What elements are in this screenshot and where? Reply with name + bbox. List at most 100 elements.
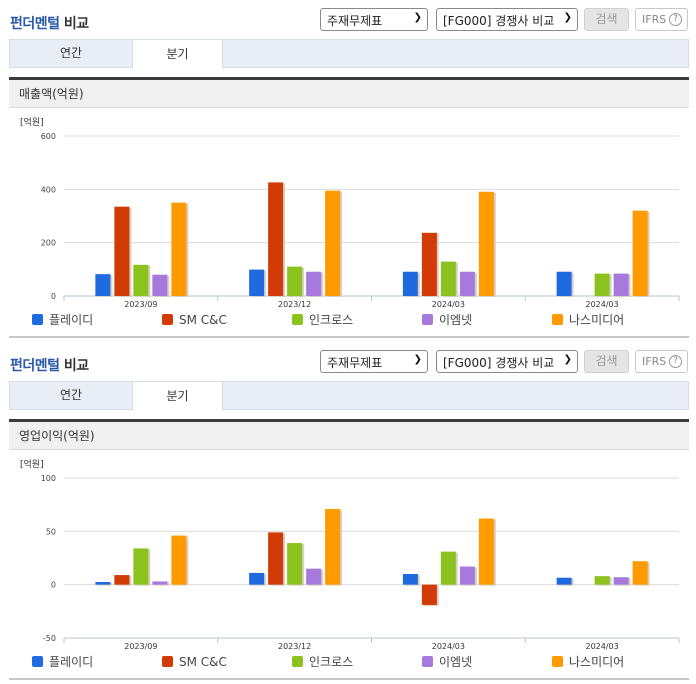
x-tick-label: 2023/09 — [124, 642, 157, 650]
bar[interactable] — [287, 543, 303, 585]
legend-item[interactable]: 인크로스 — [292, 312, 353, 328]
x-tick-label: 2023/12 — [278, 300, 311, 308]
legend-swatch-icon — [32, 314, 43, 325]
x-tick-label: 2024/03 — [586, 300, 619, 308]
fundamental-compare-section-operating-profit: 펀더멘털 비교 주재무제표 ❯ [FG000] 경쟁사 비교 ❯ 검색 IFRS? … — [0, 342, 696, 684]
bar[interactable] — [632, 561, 648, 585]
legend-item[interactable]: 나스미디어 — [552, 654, 624, 670]
bar[interactable] — [152, 274, 168, 296]
legend-swatch-icon — [552, 314, 563, 325]
legend-swatch-icon — [32, 656, 43, 667]
compare-group-select[interactable]: [FG000] 경쟁사 비교 ❯ — [436, 350, 578, 373]
legend-item[interactable]: 이엠넷 — [422, 312, 472, 328]
legend-label: 플레이디 — [49, 655, 94, 669]
section-title: 펀더멘털 비교 — [10, 16, 89, 32]
bar[interactable] — [632, 210, 648, 296]
bar[interactable] — [306, 568, 322, 585]
compare-group-select[interactable]: [FG000] 경쟁사 비교 ❯ — [436, 8, 578, 31]
divider — [9, 336, 689, 338]
bar[interactable] — [287, 266, 303, 296]
bar[interactable] — [306, 271, 322, 296]
legend-item[interactable]: 플레이디 — [32, 312, 93, 328]
bar[interactable] — [95, 582, 111, 585]
legend-label: 나스미디어 — [569, 655, 625, 669]
bar[interactable] — [556, 271, 572, 296]
bar[interactable] — [478, 518, 494, 585]
fundamental-compare-section-revenue: 펀더멘털 비교 주재무제표 ❯ [FG000] 경쟁사 비교 ❯ 검색 IFRS? … — [0, 8, 696, 338]
bar[interactable] — [152, 581, 168, 585]
bar[interactable] — [133, 548, 149, 585]
statement-type-select[interactable]: 주재무제표 ❯ — [320, 350, 428, 373]
legend-item[interactable]: 이엠넷 — [422, 654, 472, 670]
legend-item[interactable]: SM C&C — [162, 312, 227, 328]
y-axis-unit-label: [억원] — [20, 116, 44, 128]
bar[interactable] — [325, 508, 341, 585]
bar[interactable] — [114, 575, 130, 585]
bar[interactable] — [114, 206, 130, 296]
y-tick-label: 600 — [41, 132, 56, 141]
legend-item[interactable]: 플레이디 — [32, 654, 93, 670]
metric-title: 매출액(억원) — [9, 80, 689, 108]
tab-annual[interactable]: 연간 — [59, 46, 83, 60]
tab-annual[interactable]: 연간 — [59, 388, 83, 402]
section-title: 펀더멘털 비교 — [10, 358, 89, 374]
bar[interactable] — [133, 264, 149, 296]
divider — [9, 77, 689, 80]
bar[interactable] — [421, 584, 437, 605]
x-tick-label: 2024/03 — [432, 642, 465, 650]
bar[interactable] — [249, 269, 265, 296]
bar[interactable] — [171, 202, 187, 296]
x-tick-label: 2024/03 — [432, 300, 465, 308]
bar[interactable] — [95, 274, 111, 296]
bar[interactable] — [249, 572, 265, 585]
search-button[interactable]: 검색 — [584, 350, 629, 373]
chevron-down-icon: ❯ — [563, 12, 572, 23]
metric-title: 영업이익(억원) — [9, 422, 689, 450]
statement-type-select[interactable]: 주재무제표 ❯ — [320, 8, 428, 31]
bar[interactable] — [325, 190, 341, 296]
bar[interactable] — [459, 566, 475, 585]
y-axis-unit-label: [억원] — [20, 458, 44, 470]
tab-quarterly[interactable]: 분기 — [132, 39, 223, 69]
bar[interactable] — [268, 532, 284, 585]
legend-item[interactable]: SM C&C — [162, 654, 227, 670]
bar[interactable] — [440, 261, 456, 296]
bar[interactable] — [459, 271, 475, 296]
legend-item[interactable]: 나스미디어 — [552, 312, 624, 328]
legend-label: 인크로스 — [309, 655, 354, 669]
y-tick-label: 50 — [46, 527, 56, 536]
bar[interactable] — [594, 273, 610, 296]
bar[interactable] — [268, 182, 284, 296]
ifrs-help-button[interactable]: IFRS? — [635, 350, 688, 373]
legend-label: 이엠넷 — [439, 313, 473, 327]
chart-legend: 플레이디 SM C&C 인크로스 이엠넷 나스미디어 — [0, 654, 696, 672]
search-button[interactable]: 검색 — [584, 8, 629, 31]
legend-swatch-icon — [422, 314, 433, 325]
y-tick-label: 200 — [41, 239, 56, 248]
tab-quarterly[interactable]: 분기 — [132, 381, 223, 411]
bar[interactable] — [613, 577, 629, 585]
bar[interactable] — [171, 535, 187, 585]
legend-swatch-icon — [162, 656, 173, 667]
legend-item[interactable]: 인크로스 — [292, 654, 353, 670]
legend-swatch-icon — [292, 656, 303, 667]
y-tick-label: 100 — [41, 474, 56, 483]
bar[interactable] — [421, 232, 437, 296]
ifrs-help-button[interactable]: IFRS? — [635, 8, 688, 31]
bar[interactable] — [440, 551, 456, 585]
bar[interactable] — [478, 191, 494, 296]
y-tick-label: 0 — [51, 292, 56, 301]
chevron-down-icon: ❯ — [563, 354, 572, 365]
bar[interactable] — [556, 577, 572, 585]
legend-swatch-icon — [292, 314, 303, 325]
divider — [9, 678, 689, 680]
bar[interactable] — [594, 576, 610, 585]
bar[interactable] — [402, 574, 418, 585]
chart-legend: 플레이디 SM C&C 인크로스 이엠넷 나스미디어 — [0, 312, 696, 330]
legend-swatch-icon — [552, 656, 563, 667]
legend-label: 이엠넷 — [439, 655, 473, 669]
help-icon: ? — [669, 13, 682, 26]
bar[interactable] — [402, 271, 418, 296]
bar[interactable] — [613, 273, 629, 296]
y-tick-label: 400 — [41, 185, 56, 194]
